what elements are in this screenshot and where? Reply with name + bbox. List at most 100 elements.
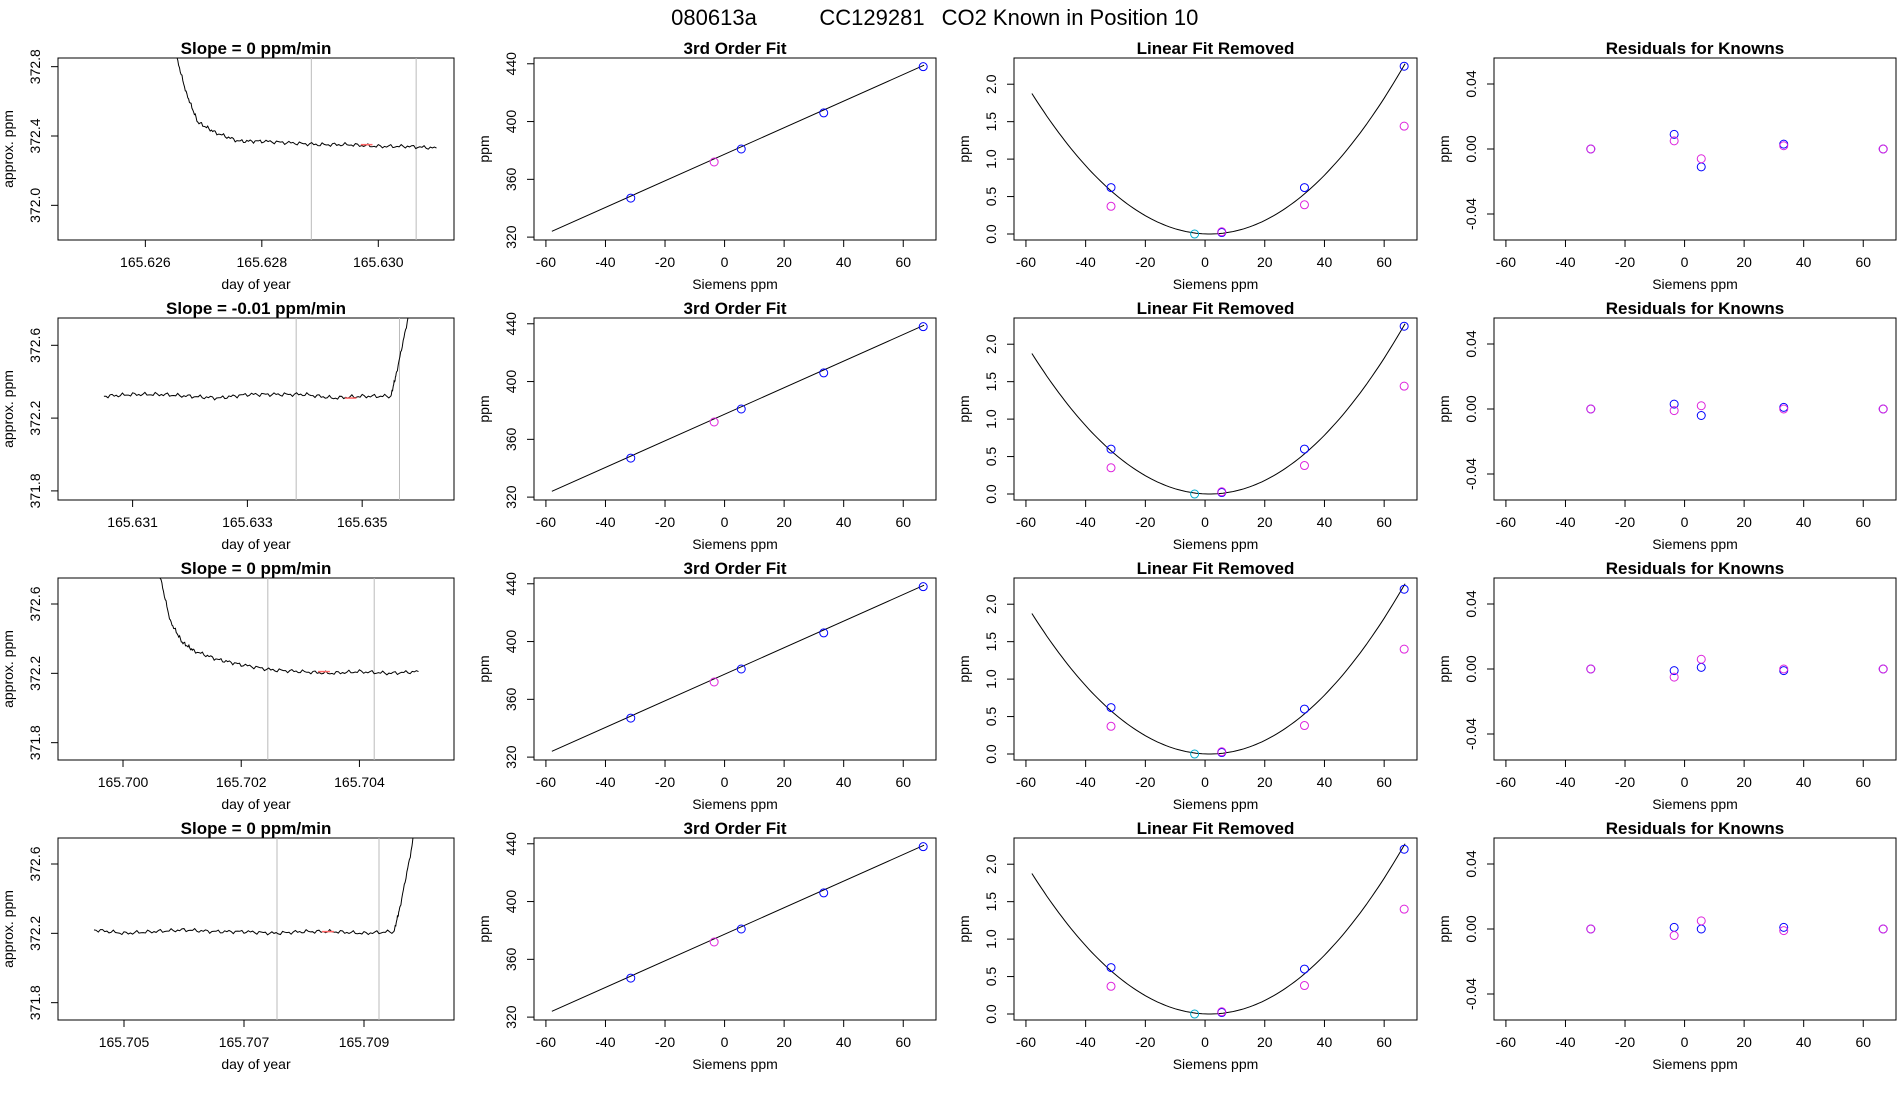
x-tick-label: 20 bbox=[1257, 1034, 1273, 1050]
plot-frame bbox=[533, 317, 937, 501]
y-axis-label: ppm bbox=[476, 915, 492, 942]
y-tick-label: 0.04 bbox=[1463, 590, 1479, 617]
data-point bbox=[918, 62, 928, 72]
x-axis-label: Siemens ppm bbox=[692, 1056, 778, 1072]
y-tick-label: 360 bbox=[503, 947, 519, 971]
plot-frame bbox=[1493, 317, 1897, 501]
panels: Slope = 0 ppm/min day of year approx. ppm 1… bbox=[0, 39, 1897, 1072]
plot-content bbox=[1031, 843, 1409, 1019]
plot-content bbox=[1031, 583, 1409, 759]
plot-content bbox=[93, 838, 414, 1020]
x-tick-label: 165.630 bbox=[353, 254, 404, 270]
panel-resid-0: Residuals for Knowns Siemens ppm ppm -60 -40… bbox=[1436, 39, 1897, 292]
data-point bbox=[709, 157, 719, 167]
x-tick-label: 40 bbox=[836, 774, 852, 790]
x-tick-label: 165.633 bbox=[222, 514, 273, 530]
x-tick-label: 20 bbox=[1736, 514, 1752, 530]
y-tick-label: 371.8 bbox=[27, 985, 43, 1020]
y-axis-label: ppm bbox=[476, 655, 492, 682]
plot-content bbox=[159, 578, 419, 760]
data-point bbox=[1106, 201, 1116, 211]
panel-title: Slope = 0 ppm/min bbox=[181, 39, 332, 58]
x-tick-label: 0 bbox=[1201, 514, 1209, 530]
y-tick-label: 372.4 bbox=[27, 118, 43, 153]
x-axis-label: Siemens ppm bbox=[1652, 1056, 1738, 1072]
y-tick-label: 1.5 bbox=[983, 632, 999, 652]
plot-content bbox=[1586, 654, 1888, 682]
panel-title: Residuals for Knowns bbox=[1606, 299, 1785, 318]
data-point bbox=[1399, 644, 1409, 654]
y-tick-label: -0.04 bbox=[1463, 198, 1479, 230]
timeseries-line bbox=[93, 838, 414, 936]
x-tick-label: -20 bbox=[1135, 774, 1155, 790]
y-tick-label: 0.5 bbox=[983, 707, 999, 727]
plot-frame bbox=[1493, 57, 1897, 241]
data-point bbox=[1696, 162, 1706, 172]
plot-frame bbox=[1013, 837, 1418, 1021]
data-point bbox=[918, 842, 928, 852]
plot-content bbox=[1586, 916, 1888, 940]
figure-title-tank: CC129281 bbox=[819, 5, 924, 30]
data-point bbox=[1878, 924, 1888, 934]
plot-frame bbox=[533, 837, 937, 1021]
data-point bbox=[918, 582, 928, 592]
data-point bbox=[1779, 141, 1789, 151]
y-tick-label: 2.0 bbox=[983, 74, 999, 94]
x-tick-label: 0 bbox=[1681, 1034, 1689, 1050]
plot-content bbox=[1586, 129, 1888, 172]
x-tick-label: 60 bbox=[1855, 1034, 1871, 1050]
data-point bbox=[1299, 964, 1309, 974]
y-axis-label: ppm bbox=[1436, 135, 1452, 162]
data-point bbox=[1217, 1007, 1227, 1017]
data-point bbox=[1399, 321, 1409, 331]
panel-resid-2: Residuals for Knowns Siemens ppm ppm -60 -40… bbox=[1436, 559, 1897, 812]
data-point bbox=[1669, 666, 1679, 676]
x-tick-label: 20 bbox=[1736, 254, 1752, 270]
x-tick-label: -60 bbox=[1496, 254, 1516, 270]
panel-resid-3: Residuals for Knowns Siemens ppm ppm -60 -40… bbox=[1436, 819, 1897, 1072]
y-tick-label: 1.0 bbox=[983, 409, 999, 429]
panel-timeseries-2: Slope = 0 ppm/min day of year approx. ppm 1… bbox=[0, 559, 455, 812]
data-point bbox=[626, 453, 636, 463]
data-point bbox=[1399, 904, 1409, 914]
y-tick-label: 400 bbox=[503, 370, 519, 394]
x-tick-label: 40 bbox=[1796, 1034, 1812, 1050]
fit-line bbox=[551, 324, 925, 492]
panel-title: Slope = 0 ppm/min bbox=[181, 559, 332, 578]
y-tick-label: 0.0 bbox=[983, 744, 999, 764]
plot-frame bbox=[1013, 317, 1418, 501]
data-point bbox=[709, 417, 719, 427]
y-tick-label: 1.0 bbox=[983, 929, 999, 949]
data-point bbox=[1106, 981, 1116, 991]
data-point bbox=[819, 368, 829, 378]
y-tick-label: 372.2 bbox=[27, 656, 43, 691]
x-axis-label: Siemens ppm bbox=[1652, 276, 1738, 292]
x-tick-label: 40 bbox=[1317, 774, 1333, 790]
data-point bbox=[1399, 584, 1409, 594]
plot-frame bbox=[57, 57, 455, 241]
panel-timeseries-1: Slope = -0.01 ppm/min day of year approx. … bbox=[0, 299, 455, 552]
x-axis-label: Siemens ppm bbox=[1173, 1056, 1259, 1072]
plot-content bbox=[551, 62, 928, 232]
x-axis-label: Siemens ppm bbox=[692, 536, 778, 552]
y-tick-label: 0.5 bbox=[983, 187, 999, 207]
panel-title: Linear Fit Removed bbox=[1137, 819, 1295, 838]
y-tick-label: 1.5 bbox=[983, 112, 999, 132]
x-tick-label: -20 bbox=[1615, 1034, 1635, 1050]
x-tick-label: -20 bbox=[655, 1034, 675, 1050]
x-tick-label: -20 bbox=[1135, 1034, 1155, 1050]
y-tick-label: 440 bbox=[503, 312, 519, 336]
x-tick-label: 20 bbox=[776, 514, 792, 530]
y-tick-label: 1.0 bbox=[983, 149, 999, 169]
timeseries-line bbox=[103, 318, 409, 401]
data-point bbox=[709, 677, 719, 687]
y-tick-label: 0.04 bbox=[1463, 330, 1479, 357]
x-tick-label: 20 bbox=[776, 254, 792, 270]
x-tick-label: 60 bbox=[895, 774, 911, 790]
y-tick-label: 320 bbox=[503, 485, 519, 509]
x-tick-label: -40 bbox=[1555, 774, 1575, 790]
y-tick-label: -0.04 bbox=[1463, 718, 1479, 750]
panel-title: Residuals for Knowns bbox=[1606, 559, 1785, 578]
y-tick-label: 372.6 bbox=[27, 846, 43, 881]
